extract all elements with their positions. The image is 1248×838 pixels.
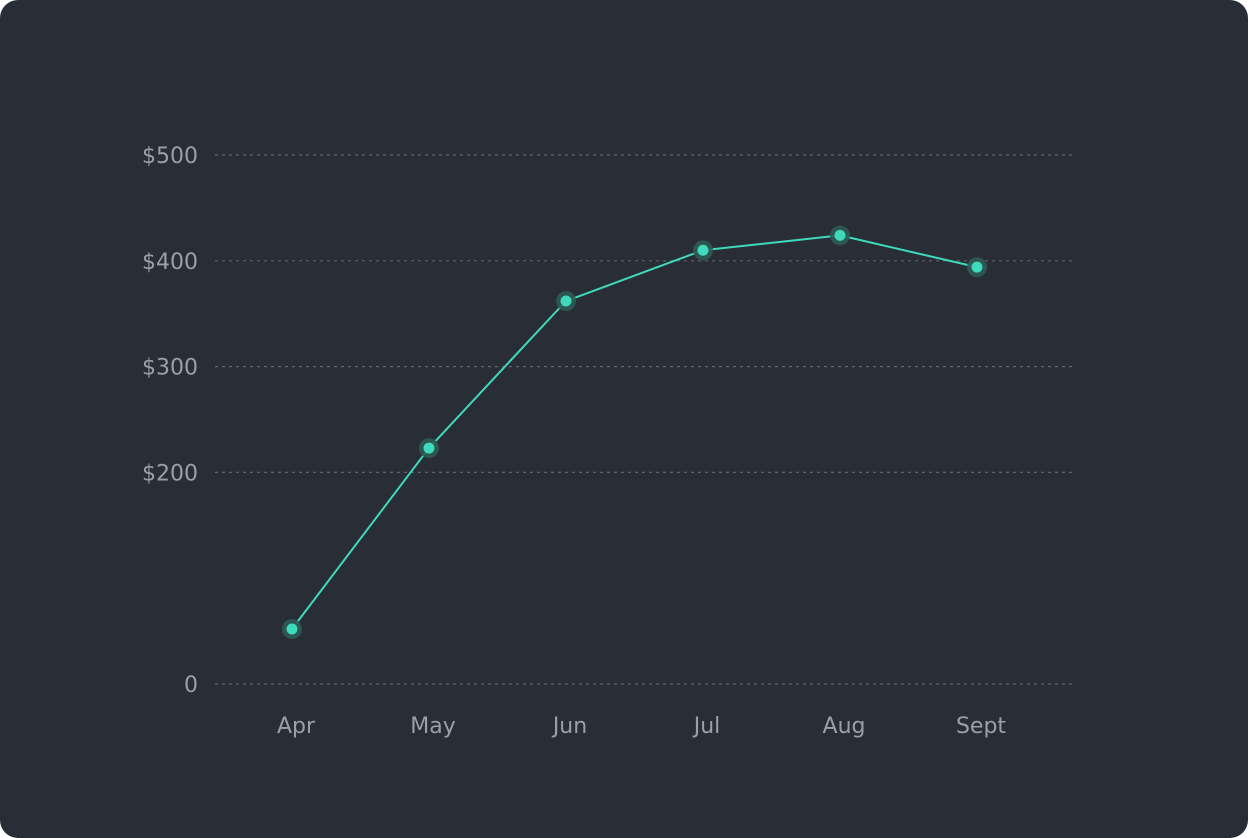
x-tick-label: May <box>410 714 455 739</box>
grid-lines <box>215 154 1076 685</box>
data-point[interactable] <box>423 442 435 454</box>
y-axis-tick-labels: 0 $200 $300 $400 $500 <box>142 144 198 698</box>
series-line <box>291 234 978 630</box>
data-point[interactable] <box>697 244 709 256</box>
x-tick-label: Jun <box>551 714 587 739</box>
data-point[interactable] <box>286 623 298 635</box>
y-tick-label: $500 <box>142 144 198 169</box>
x-axis-tick-labels: Apr May Jun Jul Aug Sept <box>277 714 1006 739</box>
data-point[interactable] <box>834 229 846 241</box>
data-point[interactable] <box>560 295 572 307</box>
x-tick-label: Aug <box>823 714 866 739</box>
x-tick-label: Apr <box>277 714 316 739</box>
y-tick-label: $400 <box>142 250 198 275</box>
y-tick-label: $300 <box>142 356 198 381</box>
y-tick-label: 0 <box>184 673 198 698</box>
x-tick-label: Jul <box>692 714 721 739</box>
y-tick-label: $200 <box>142 461 198 486</box>
revenue-series <box>282 225 987 639</box>
x-tick-label: Sept <box>956 714 1006 739</box>
data-point[interactable] <box>971 261 983 273</box>
